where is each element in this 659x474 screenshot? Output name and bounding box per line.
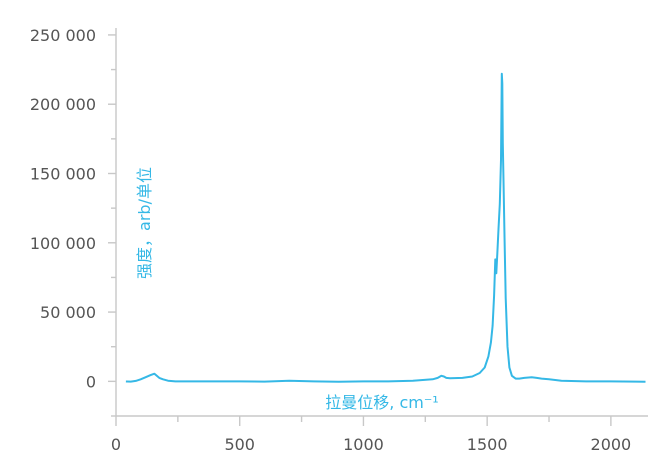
y-tick-label: 200 000 (30, 95, 96, 114)
series-line-intensity (125, 72, 646, 383)
x-tick-label: 500 (224, 435, 255, 454)
y-tick-label: 250 000 (30, 26, 96, 45)
x-tick-label: 1000 (343, 435, 384, 454)
y-axis-title: 强度，arb/单位 (135, 167, 154, 279)
y-tick-label: 150 000 (30, 165, 96, 184)
y-ticks: 0 50 000 100 000 150 000 200 000 250 000 (30, 26, 116, 417)
axes (115, 28, 648, 417)
x-ticks: 0 500 1000 1500 2000 (111, 416, 631, 454)
x-tick-label: 0 (111, 435, 121, 454)
y-tick-label: 0 (86, 372, 96, 391)
x-tick-label: 1500 (467, 435, 508, 454)
y-tick-label: 50 000 (40, 303, 96, 322)
x-axis-title: 拉曼位移, cm⁻¹ (325, 393, 438, 412)
x-tick-label: 2000 (591, 435, 632, 454)
y-tick-label: 100 000 (30, 234, 96, 253)
